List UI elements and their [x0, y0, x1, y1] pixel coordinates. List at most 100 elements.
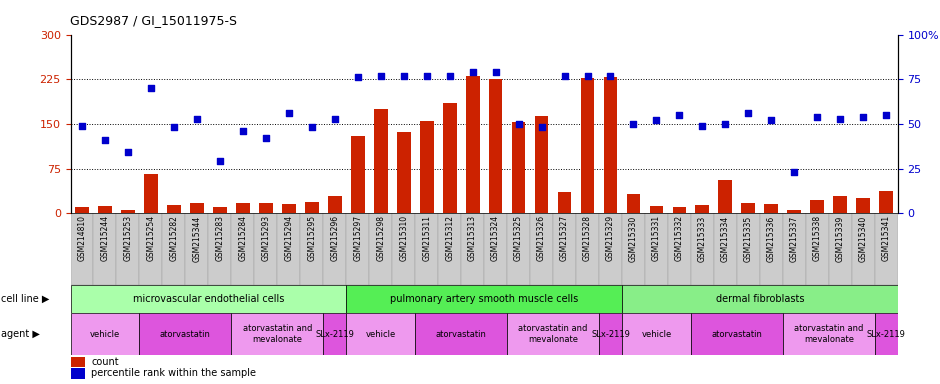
Bar — [323, 313, 346, 355]
Point — [212, 158, 227, 164]
Point — [764, 117, 779, 123]
Bar — [581, 78, 594, 213]
Bar — [420, 121, 433, 213]
Bar — [783, 313, 875, 355]
Text: GSM215337: GSM215337 — [790, 215, 799, 262]
Point — [120, 149, 135, 156]
Text: atorvastatin: atorvastatin — [160, 329, 211, 339]
Bar — [392, 213, 415, 285]
Point — [235, 128, 250, 134]
Bar — [231, 213, 255, 285]
Point — [327, 116, 342, 122]
Bar — [783, 213, 806, 285]
Text: SLx-2119: SLx-2119 — [867, 329, 905, 339]
Bar — [599, 213, 622, 285]
Text: atorvastatin and
mevalonate: atorvastatin and mevalonate — [518, 324, 588, 344]
Bar — [507, 313, 599, 355]
Bar — [305, 202, 319, 213]
Text: atorvastatin and
mevalonate: atorvastatin and mevalonate — [794, 324, 864, 344]
Bar — [397, 132, 411, 213]
Bar — [737, 213, 760, 285]
Text: GSM215325: GSM215325 — [514, 215, 523, 262]
Point — [603, 73, 618, 79]
Point — [442, 73, 457, 79]
Text: GSM215283: GSM215283 — [215, 215, 225, 262]
Text: pulmonary artery smooth muscle cells: pulmonary artery smooth muscle cells — [390, 294, 578, 304]
Bar — [70, 213, 93, 285]
Text: GSM215333: GSM215333 — [697, 215, 707, 262]
Point — [833, 116, 848, 122]
Text: GSM215335: GSM215335 — [744, 215, 753, 262]
Bar — [484, 213, 507, 285]
Point — [855, 114, 870, 120]
Bar — [443, 103, 457, 213]
Bar — [117, 213, 139, 285]
Text: dermal fibroblasts: dermal fibroblasts — [715, 294, 804, 304]
Bar — [255, 213, 277, 285]
Bar — [70, 313, 139, 355]
Point — [534, 124, 549, 131]
Bar — [346, 313, 415, 355]
Text: microvascular endothelial cells: microvascular endothelial cells — [133, 294, 284, 304]
Text: GSM215339: GSM215339 — [836, 215, 845, 262]
Text: GSM215328: GSM215328 — [583, 215, 592, 262]
Bar — [603, 78, 618, 213]
Text: GSM215294: GSM215294 — [284, 215, 293, 262]
Bar — [300, 213, 323, 285]
Text: GSM215336: GSM215336 — [767, 215, 776, 262]
Bar — [557, 192, 572, 213]
Point — [511, 121, 526, 127]
Bar — [511, 122, 525, 213]
Bar — [489, 79, 503, 213]
Bar — [691, 213, 713, 285]
Bar — [691, 313, 783, 355]
Point — [649, 117, 664, 123]
Text: GSM215332: GSM215332 — [675, 215, 684, 262]
Point — [809, 114, 824, 120]
Text: vehicle: vehicle — [366, 329, 396, 339]
Text: GSM215293: GSM215293 — [261, 215, 271, 262]
Point — [74, 122, 89, 129]
Bar — [415, 213, 438, 285]
Bar — [139, 313, 231, 355]
Text: cell line ▶: cell line ▶ — [1, 294, 49, 304]
Bar — [650, 206, 664, 213]
Bar — [696, 205, 710, 213]
Text: GSM215297: GSM215297 — [353, 215, 362, 262]
Point — [189, 116, 204, 122]
Text: atorvastatin: atorvastatin — [435, 329, 487, 339]
Bar — [530, 213, 553, 285]
Point — [351, 74, 366, 81]
Bar — [70, 285, 346, 313]
Point — [787, 169, 802, 175]
Bar — [622, 313, 691, 355]
Point — [144, 85, 159, 91]
Bar — [834, 197, 847, 213]
Bar — [622, 285, 898, 313]
Bar — [144, 174, 158, 213]
Text: GSM215330: GSM215330 — [629, 215, 638, 262]
Text: GSM215324: GSM215324 — [491, 215, 500, 262]
Bar — [98, 206, 112, 213]
Bar — [438, 213, 462, 285]
Point — [419, 73, 434, 79]
Bar — [760, 213, 783, 285]
Text: GSM215312: GSM215312 — [446, 215, 454, 262]
Bar — [70, 357, 86, 367]
Bar — [535, 116, 548, 213]
Point — [879, 112, 894, 118]
Point — [488, 69, 503, 75]
Text: GSM215327: GSM215327 — [560, 215, 569, 262]
Bar — [810, 200, 824, 213]
Point — [741, 110, 756, 116]
Text: GSM215284: GSM215284 — [239, 215, 247, 262]
Text: GSM215313: GSM215313 — [468, 215, 478, 262]
Bar — [209, 213, 231, 285]
Bar — [718, 180, 732, 213]
Bar — [163, 213, 185, 285]
Point — [166, 124, 181, 131]
Bar — [462, 213, 484, 285]
Bar — [713, 213, 737, 285]
Bar — [599, 313, 622, 355]
Text: agent ▶: agent ▶ — [1, 329, 39, 339]
